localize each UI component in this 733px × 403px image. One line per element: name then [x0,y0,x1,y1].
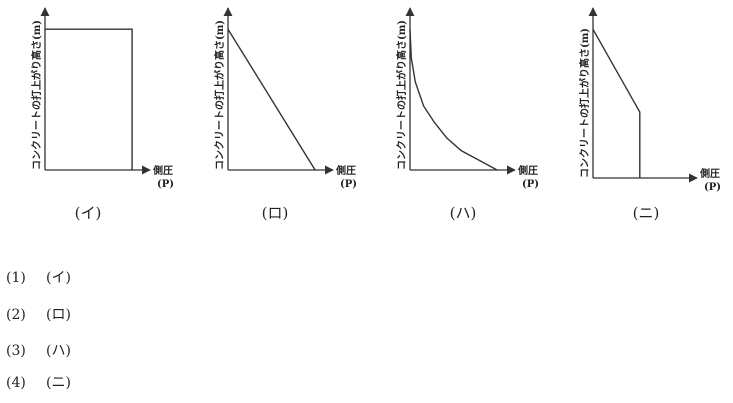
diagram-ni: コンクリートの打上がり高さ(m) 側圧 (P) (ニ) [578,7,721,222]
choice-label: (ハ) [46,343,71,359]
choice-label: (ロ) [46,307,71,323]
choice-2[interactable]: (2) (ロ) [6,307,71,323]
x-axis-label: 側圧 [517,164,538,177]
choice-1[interactable]: (1) (イ) [6,270,71,286]
diagram-caption: (ハ) [450,204,477,222]
choice-label: (イ) [46,270,71,286]
pressure-line [45,28,133,170]
choice-number: (1) [6,270,26,286]
diagram-caption: (イ) [75,204,102,222]
choice-number: (3) [6,343,26,359]
pressure-line [592,28,641,178]
x-axis-unit: (P) [157,179,174,190]
x-axis-label: 側圧 [699,167,720,180]
y-axis-label: コンクリートの打上がり高さ(m) [578,28,591,178]
choice-4[interactable]: (4) (ニ) [6,375,71,391]
pressure-line [409,29,498,171]
choice-number: (4) [6,375,26,391]
x-axis-unit: (P) [522,179,539,190]
diagram-caption: (ロ) [262,204,289,222]
y-axis-label: コンクリートの打上がり高さ(m) [30,20,43,170]
pressure-line [227,28,316,171]
x-axis-label: 側圧 [152,164,173,177]
choice-3[interactable]: (3) (ハ) [6,343,71,359]
diagram-ro: コンクリートの打上がり高さ(m) 側圧 (P) (ロ) [213,7,357,222]
diagram-ha: コンクリートの打上がり高さ(m) 側圧 (P) (ハ) [395,7,539,222]
diagram-i: コンクリートの打上がり高さ(m) 側圧 (P) (イ) [30,7,174,222]
y-axis-label: コンクリートの打上がり高さ(m) [395,20,408,170]
y-axis-label: コンクリートの打上がり高さ(m) [213,20,226,170]
x-axis-label: 側圧 [335,164,356,177]
choice-number: (2) [6,307,26,323]
diagram-caption: (ニ) [633,204,660,222]
x-axis-unit: (P) [704,182,721,193]
choice-label: (ニ) [46,375,71,391]
x-axis-unit: (P) [340,179,357,190]
